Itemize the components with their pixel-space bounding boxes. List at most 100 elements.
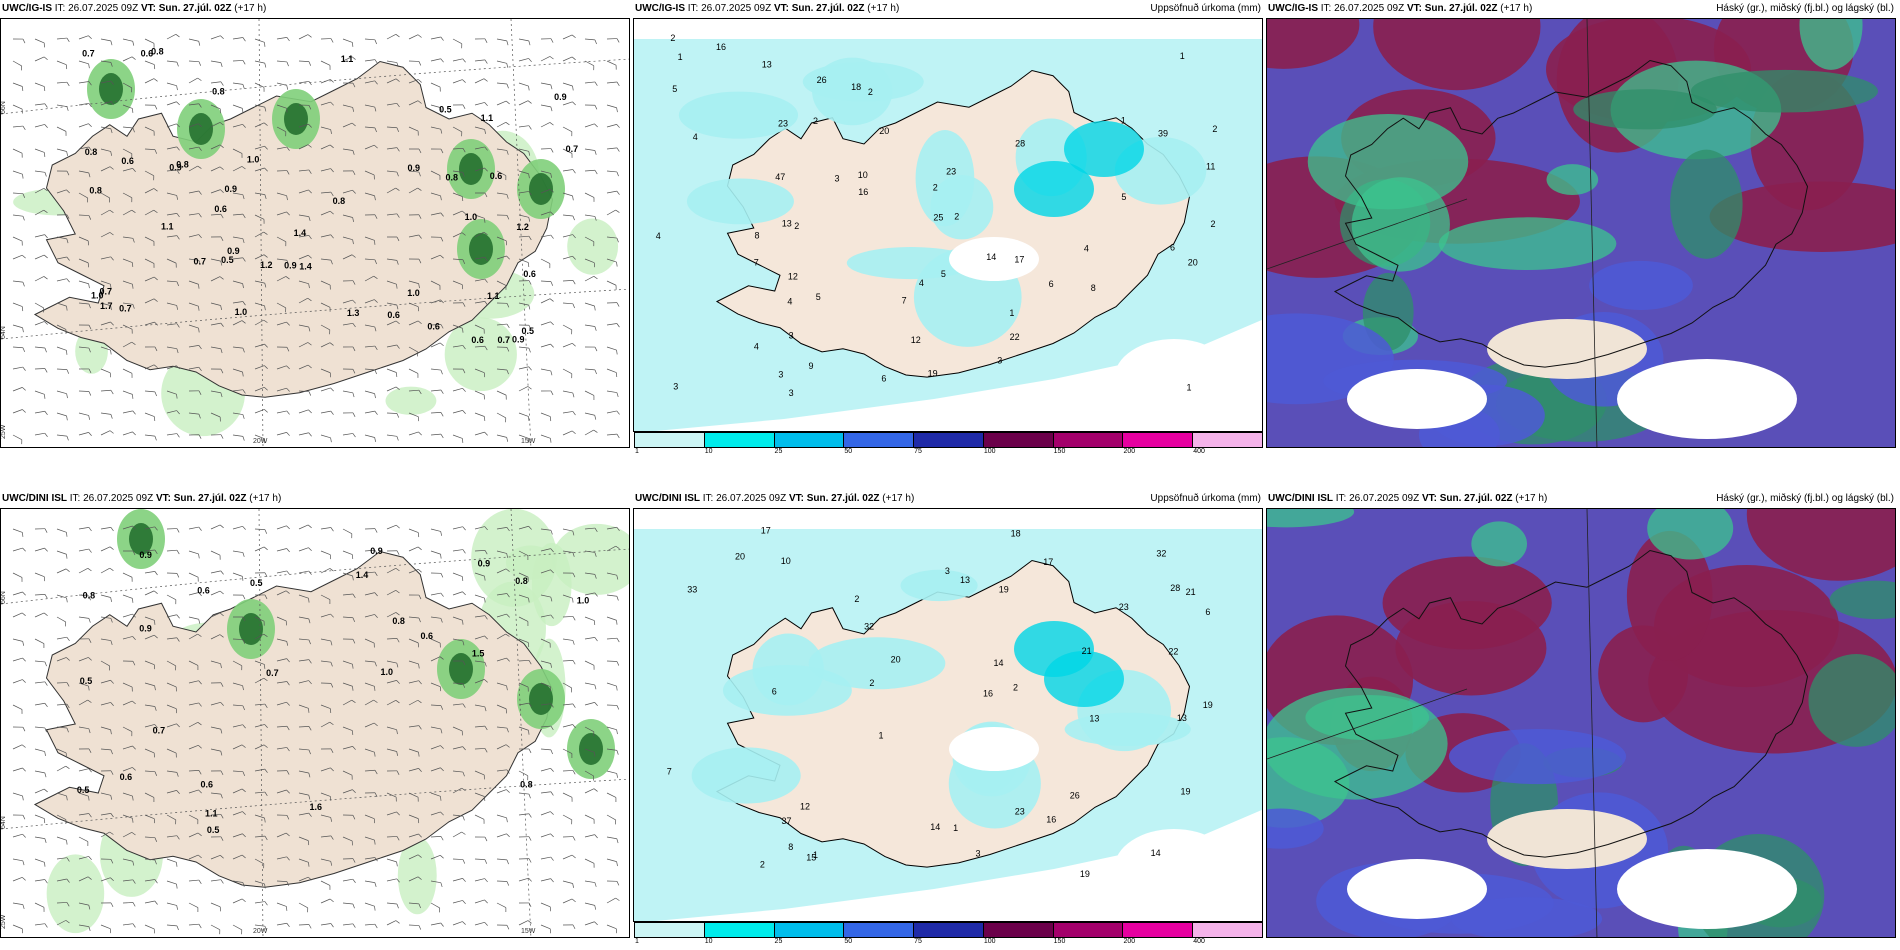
- map-wind-precip[interactable]: 66N 64N 25W 20W 15W 1.4 0.9 0.6 1.0 0.9 0.8 0.9 0.6 0…: [0, 18, 630, 448]
- wind-barb: [12, 858, 25, 866]
- wind-barb: [584, 368, 597, 375]
- wind-barb: [342, 346, 356, 352]
- wind-barb: [386, 770, 400, 775]
- wind-barb: [232, 148, 243, 158]
- wind-barb: [452, 726, 463, 736]
- wind-barb: [584, 275, 598, 282]
- wind-barb: [56, 550, 68, 559]
- precip-value-label: 15: [806, 852, 816, 862]
- wind-barb: [364, 682, 376, 691]
- wind-barb: [452, 549, 466, 554]
- wind-barb: [12, 346, 26, 352]
- precip-value-label: 1.4: [299, 261, 312, 271]
- wind-barb: [122, 923, 136, 928]
- wind-barb: [562, 703, 576, 708]
- wind-barb: [562, 279, 576, 285]
- wind-barb: [364, 126, 377, 133]
- wind-barb: [408, 660, 420, 669]
- precip-value-label: 3: [789, 388, 794, 398]
- wind-barb: [34, 302, 45, 313]
- map-clouds[interactable]: [1266, 18, 1896, 448]
- wind-barb: [122, 879, 136, 884]
- wind-barb: [12, 726, 26, 732]
- wind-barb: [518, 82, 530, 91]
- wind-barb: [188, 190, 202, 195]
- wind-barb: [210, 35, 224, 40]
- wind-barb: [144, 879, 158, 884]
- wind-barb: [452, 591, 466, 596]
- precip-value-label: 19: [1203, 700, 1213, 710]
- wind-barb: [584, 104, 598, 110]
- wind-barb: [452, 126, 463, 137]
- colorbar-tick: 50: [844, 448, 853, 455]
- wind-barb: [386, 858, 398, 867]
- wind-barb: [56, 878, 70, 883]
- map-precip[interactable]: 1 2 3 16 10 14 13 16 7 15 14 12 6 19 13 17 21 32 33 19 22 18 2…: [633, 508, 1263, 922]
- wind-barb: [518, 770, 529, 781]
- wind-barb: [540, 856, 554, 861]
- wind-barb: [386, 320, 400, 326]
- precip-value-label: 47: [775, 172, 785, 182]
- wind-barb: [166, 572, 180, 578]
- wind-barb: [320, 568, 334, 574]
- precip-value-label: 0.6: [420, 631, 433, 641]
- wind-barb: [496, 82, 509, 89]
- wind-barb: [12, 409, 26, 414]
- wind-barb: [78, 60, 90, 69]
- wind-barb: [386, 412, 400, 418]
- wind-barb: [12, 902, 25, 909]
- wind-barb: [342, 412, 356, 417]
- wind-barb: [496, 390, 507, 400]
- wind-barb: [210, 104, 221, 114]
- map-precip[interactable]: 1 2 4 1 2 1 2 5 3 6 4 2 3 7 4 3 7 4 2 10 11 12 9 13 8 5 12 8 6 18 14 26…: [633, 18, 1263, 432]
- wind-barb: [496, 280, 507, 290]
- wind-barb: [452, 258, 465, 265]
- wind-barb: [540, 188, 554, 194]
- wind-barb: [34, 572, 46, 582]
- wind-barb: [254, 572, 268, 577]
- wind-barb: [408, 902, 421, 909]
- wind-barb: [518, 594, 530, 603]
- wind-barb: [540, 569, 554, 574]
- wind-barb: [474, 345, 488, 351]
- wind-barb: [452, 878, 466, 882]
- wind-barb: [562, 660, 576, 665]
- map-clouds[interactable]: [1266, 508, 1896, 938]
- wind-barb: [166, 660, 177, 671]
- precip-value-label: 3: [945, 566, 950, 576]
- precip-core: [239, 613, 263, 645]
- wind-barb: [34, 124, 48, 128]
- map-wind-precip[interactable]: 66N 64N 25W 20W 15W 1.4 0.9 1.0 0.5 1.1 0.8 0.9 0.7 0…: [0, 508, 630, 938]
- precip-value-label: 32: [864, 622, 874, 632]
- wind-barb: [430, 389, 444, 394]
- dry-area: [1114, 339, 1234, 419]
- wind-barb: [210, 346, 223, 354]
- wind-barb: [474, 748, 488, 753]
- wind-barb: [430, 902, 441, 913]
- wind-barb: [584, 429, 598, 436]
- wind-barb: [188, 280, 200, 289]
- wind-barb: [364, 923, 378, 929]
- wind-barb: [452, 170, 465, 177]
- wind-barb: [320, 168, 334, 173]
- wind-barb: [364, 748, 376, 757]
- wind-barb: [452, 210, 466, 216]
- wind-barb: [584, 660, 595, 670]
- wind-barb: [100, 321, 114, 326]
- wind-barb: [518, 792, 531, 799]
- wind-barb: [78, 123, 92, 128]
- wind-barb: [452, 526, 466, 531]
- wind-barb: [100, 256, 114, 261]
- wind-barb: [386, 102, 400, 108]
- precip-area: [691, 747, 801, 804]
- wind-barb: [364, 170, 375, 180]
- wind-barb: [298, 409, 312, 414]
- precip-core: [449, 653, 473, 685]
- wind-barb: [144, 346, 158, 352]
- precip-value-label: 1: [879, 731, 884, 741]
- wind-barb: [386, 213, 400, 218]
- wind-barb: [210, 60, 223, 67]
- wind-barb: [562, 748, 573, 758]
- wind-barb: [562, 101, 576, 106]
- wind-barb: [386, 386, 400, 392]
